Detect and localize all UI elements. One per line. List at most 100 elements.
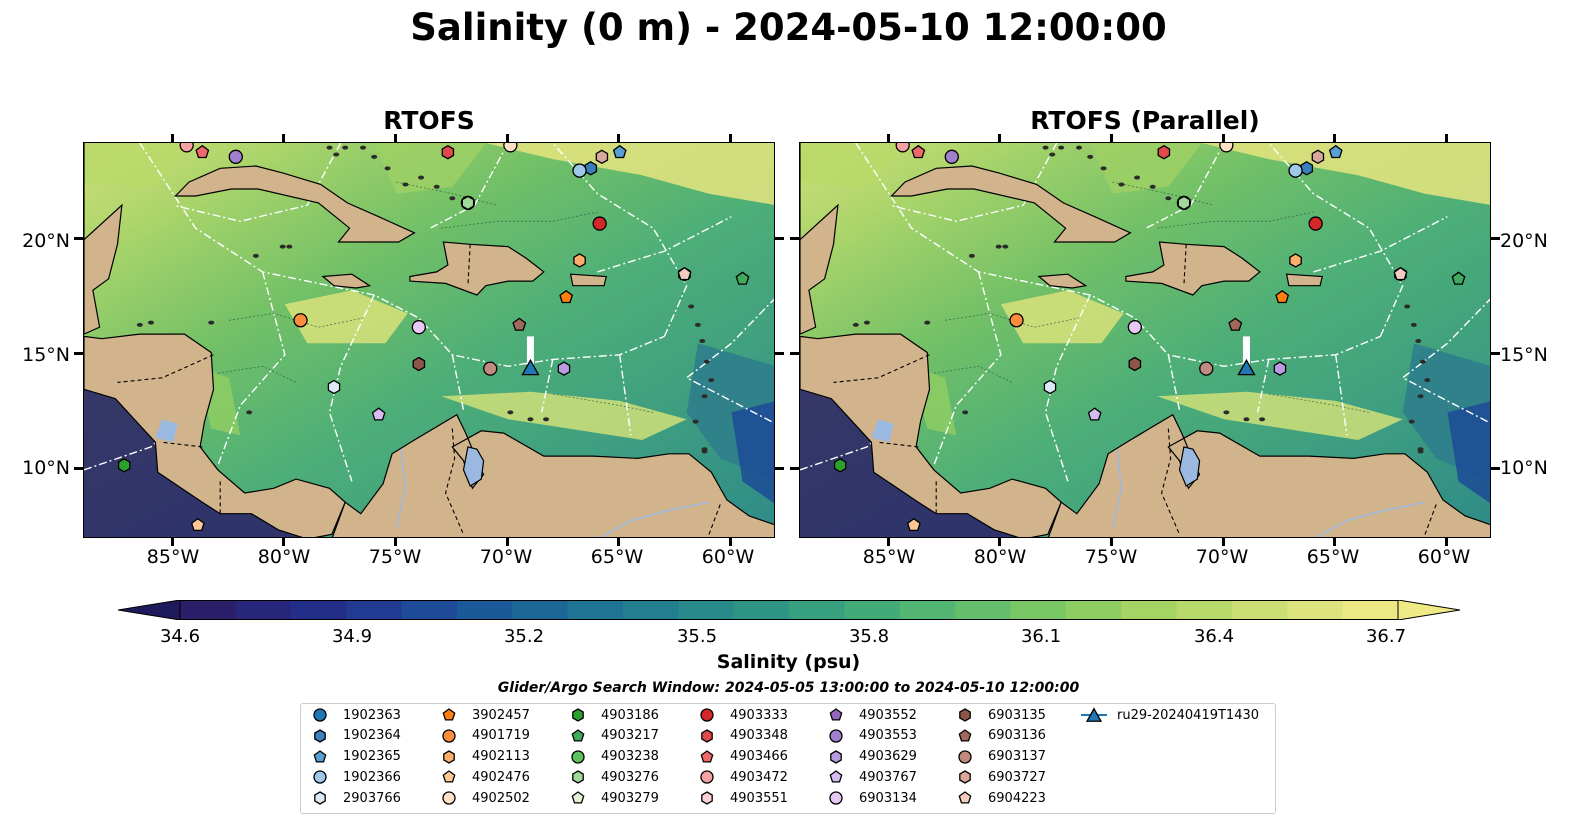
legend-label: 2903766 — [343, 790, 401, 806]
small-island — [1100, 166, 1107, 171]
land-maracaibo — [1178, 446, 1201, 487]
lat-tick-mark — [790, 237, 799, 241]
float-marker-4902113 — [1289, 253, 1302, 268]
pentagon-marker-icon — [829, 770, 843, 783]
legend-label: 4903551 — [730, 790, 788, 806]
circle-marker-icon — [313, 708, 327, 722]
legend-label: 4903217 — [601, 728, 659, 744]
pentagon-marker-icon — [313, 749, 327, 763]
small-island — [360, 145, 367, 150]
lon-tick-mark — [1444, 538, 1448, 546]
legend-label: 4903186 — [601, 707, 659, 723]
lon-tick-mark — [998, 134, 1002, 142]
legend-entry: 4903279 — [565, 788, 659, 808]
lake-nicaragua — [155, 419, 178, 443]
pentagon-marker-icon — [700, 749, 714, 763]
land-cuba — [174, 165, 416, 243]
glider-track — [1242, 336, 1250, 369]
legend-label: 4903238 — [601, 749, 659, 765]
legend-entry: 4902502 — [436, 788, 530, 808]
land-central — [84, 333, 346, 537]
legend-entry: 2903766 — [307, 788, 401, 808]
lat-label-15n-right: 15°N — [1500, 344, 1548, 366]
small-island — [384, 166, 391, 171]
country-border — [1424, 504, 1437, 535]
lon-tick-mark — [1110, 134, 1114, 142]
legend-entry: 3902457 — [436, 705, 530, 725]
float-marker-6903134 — [411, 320, 426, 335]
depth-contour — [1112, 181, 1214, 206]
legend-label: 4903279 — [601, 790, 659, 806]
small-island — [1002, 244, 1009, 249]
pentagon-marker-icon — [829, 708, 843, 721]
legend-entry: 4901719 — [436, 726, 530, 746]
legend-entry: 4903238 — [565, 747, 659, 767]
legend-entry: 4902476 — [436, 767, 530, 787]
colorbar-segment — [235, 600, 292, 620]
float-marker-4902502 — [1219, 143, 1234, 153]
small-island — [279, 244, 286, 249]
lon-label-80w-right: 80°W — [973, 546, 1027, 568]
legend: 1902363 1902364 1902365 1902366 2903766 39024… — [300, 703, 1276, 814]
float-marker-1902365 — [612, 144, 627, 159]
float-marker-4903186 — [117, 458, 131, 473]
lon-tick-mark — [394, 134, 398, 142]
small-island — [1404, 304, 1411, 309]
lat-tick-mark — [74, 352, 83, 356]
float-marker-4903348 — [441, 144, 455, 160]
hexagon-marker-icon — [572, 708, 584, 722]
small-island — [962, 410, 969, 415]
small-island — [1058, 145, 1065, 150]
colorbar-tick-35-2: 35.2 — [503, 626, 545, 647]
map-panel-rtofs-parallel[interactable] — [799, 142, 1491, 538]
small-island — [692, 419, 699, 424]
float-marker-3902457 — [559, 290, 574, 304]
eez-boundary-line — [933, 271, 1002, 466]
eez-boundary-line — [217, 271, 286, 466]
lon-tick-mark — [728, 134, 732, 142]
legend-entry: 6903727 — [952, 767, 1046, 787]
legend-label: 4903629 — [859, 749, 917, 765]
eez-boundary-line — [540, 359, 554, 413]
small-island — [1165, 196, 1172, 201]
lon-tick-mark — [394, 538, 398, 546]
small-island — [701, 447, 708, 452]
colorbar-segment — [567, 600, 624, 620]
lat-label-10n-right: 10°N — [1500, 457, 1548, 479]
depth-contour — [933, 365, 1013, 383]
circle-marker-icon — [700, 770, 714, 785]
small-island — [286, 244, 293, 249]
legend-entry: 4903217 — [565, 726, 659, 746]
legend-entry: 6903136 — [952, 726, 1046, 746]
legend-entry: 1902365 — [307, 747, 401, 767]
lon-tick-mark — [1110, 538, 1114, 546]
legend-marker — [829, 708, 843, 721]
glider-track — [526, 336, 534, 369]
legend-entry: 4903629 — [823, 747, 917, 767]
colorbar-outline — [179, 600, 1399, 620]
river-orinoco — [1315, 501, 1426, 537]
land-jamaica — [1037, 273, 1088, 289]
legend-label: 3902457 — [472, 707, 530, 723]
float-marker-1902366 — [572, 163, 587, 178]
colorbar-segment — [1010, 600, 1067, 620]
orinoco-plume-patch — [1447, 401, 1490, 504]
circle-marker-icon — [829, 729, 843, 743]
float-marker-6903727 — [595, 149, 609, 165]
land-jamaica — [321, 273, 372, 289]
map-panel-rtofs[interactable] — [83, 142, 775, 538]
colorbar-label: Salinity (psu) — [716, 651, 861, 673]
float-marker-2903766 — [1043, 379, 1057, 395]
small-island — [326, 145, 333, 150]
legend-marker — [829, 729, 843, 743]
float-marker-6903727 — [1311, 149, 1325, 165]
colorbar-tick-36-4: 36.4 — [1193, 626, 1235, 647]
hexagon-marker-icon — [830, 749, 842, 764]
legend-entry: 4903552 — [823, 705, 917, 725]
pentagon-marker-icon — [958, 728, 972, 742]
float-marker-4903333 — [592, 216, 607, 231]
legend-marker — [701, 729, 713, 743]
eez-boundary-line — [1313, 216, 1448, 273]
small-island — [371, 154, 378, 159]
float-marker-4903472 — [895, 143, 910, 153]
